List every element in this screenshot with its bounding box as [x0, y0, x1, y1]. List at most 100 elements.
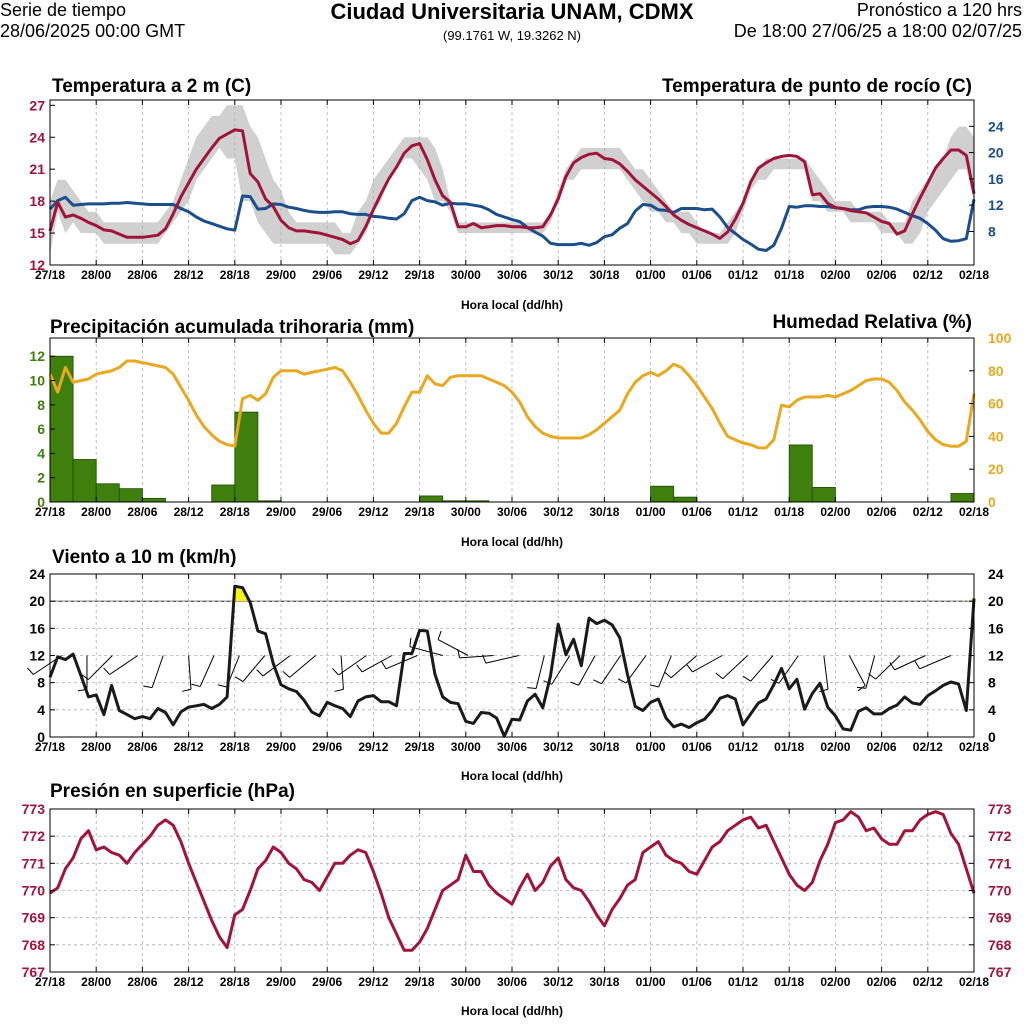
wind-xlabel: Hora local (dd/hh) — [461, 769, 563, 783]
x-tick-label: 28/00 — [81, 975, 111, 989]
temperature-panel: Temperatura a 2 m (C) Temperatura de pun… — [29, 76, 1003, 312]
x-tick-label: 28/12 — [174, 740, 204, 754]
x-tick-label: 01/06 — [682, 975, 712, 989]
precipitation-bar — [141, 497, 166, 503]
x-tick-label: 30/18 — [589, 740, 619, 754]
temperature-spread-band — [50, 105, 974, 255]
wind-barb — [848, 655, 866, 686]
wind-barb — [109, 655, 139, 675]
wind-barb-flag — [570, 681, 579, 686]
precipitation-bar — [72, 459, 97, 503]
wind-barb-flag — [649, 684, 659, 688]
wind-barb-flag — [527, 687, 537, 689]
wind-barb-flag — [409, 637, 412, 647]
x-tick-label: 28/18 — [220, 740, 250, 754]
x-tick-label: 30/12 — [543, 975, 573, 989]
x-tick-label: 30/00 — [451, 740, 481, 754]
wind-panel: Viento a 10 m (km/h) 27/18 28/00 28/06 28/1… — [26, 547, 1004, 783]
y-tick-label-left: 24 — [29, 129, 45, 145]
wind-barb — [823, 655, 829, 690]
wind-barb-flag — [282, 670, 290, 678]
wind-speed-line — [48, 584, 976, 738]
x-tick-label: 30/12 — [543, 505, 573, 519]
x-tick-label: 30/06 — [497, 740, 527, 754]
x-tick-label: 30/18 — [589, 505, 619, 519]
x-tick-label: 01/18 — [774, 975, 804, 989]
x-tick-label: 27/18 — [35, 975, 65, 989]
wind-barb — [485, 655, 520, 664]
precipitation-bar — [811, 487, 836, 503]
x-tick-label: 01/06 — [682, 505, 712, 519]
x-tick-label: 29/18 — [405, 505, 435, 519]
y-tick-label-left: 770 — [22, 883, 46, 899]
y-tick-label-left: 12 — [29, 348, 45, 364]
x-tick-label: 01/12 — [728, 268, 758, 282]
x-tick-label: 01/00 — [636, 268, 666, 282]
header-right: Pronóstico a 120 hrs De 18:00 27/06/25 a… — [734, 0, 1022, 42]
x-tick-label: 28/06 — [127, 268, 157, 282]
dewpoint-line — [48, 194, 976, 252]
x-tick-label: 30/18 — [589, 975, 619, 989]
y-tick-label-right: 4 — [988, 702, 996, 718]
forecast-period: De 18:00 27/06/25 a 18:00 02/07/25 — [733, 21, 1022, 41]
x-tick-label: 02/12 — [913, 740, 943, 754]
x-tick-label: 28/18 — [220, 268, 250, 282]
wind-barb-flag — [437, 630, 442, 640]
y-tick-label-left: 2 — [37, 470, 45, 486]
y-tick-label-left: 4 — [37, 702, 45, 718]
precipitation-panel: Precipitación acumulada trihoraria (mm) … — [29, 312, 1011, 549]
temperature-title: Temperatura a 2 m (C) — [52, 76, 251, 97]
wind-barb-flag — [191, 683, 201, 688]
wind-barb-flag — [235, 676, 244, 682]
y-tick-label-left: 12 — [29, 257, 45, 273]
x-tick-label: 30/12 — [543, 268, 573, 282]
y-tick-label-right: 12 — [988, 197, 1004, 213]
y-tick-label-left: 767 — [22, 964, 46, 980]
precipitation-xlabel: Hora local (dd/hh) — [461, 535, 563, 549]
x-tick-label: 02/12 — [913, 975, 943, 989]
x-tick-label: 02/06 — [867, 505, 897, 519]
x-tick-label: 01/00 — [636, 505, 666, 519]
x-tick-label: 27/18 — [35, 268, 65, 282]
wind-barb-flag — [332, 668, 339, 676]
y-tick-label-left: 4 — [37, 445, 45, 461]
precipitation-bar — [211, 484, 236, 503]
wind-barb-flag — [457, 648, 461, 658]
x-tick-label: 01/12 — [728, 505, 758, 519]
x-tick-label: 28/18 — [220, 975, 250, 989]
x-tick-label: 29/18 — [405, 268, 435, 282]
pressure-panel: Presión en superficie (hPa) 27/18 28/00 28… — [22, 781, 1012, 1018]
y-tick-label-left: 24 — [29, 566, 45, 582]
x-tick-label: 28/12 — [174, 975, 204, 989]
wind-barb — [199, 655, 215, 687]
wind-barb-flag — [356, 664, 363, 673]
x-tick-label: 01/12 — [728, 740, 758, 754]
wind-barb-flag — [742, 675, 751, 682]
y-tick-label-right: 60 — [988, 396, 1004, 412]
wind-barb — [692, 655, 723, 673]
y-tick-label-right: 773 — [988, 801, 1012, 817]
y-tick-label-left: 0 — [37, 494, 45, 510]
wind-barb — [361, 655, 393, 673]
y-tick-label-right: 12 — [988, 648, 1004, 664]
wind-barb-flag — [856, 686, 866, 689]
precipitation-bar — [118, 488, 143, 503]
x-tick-label: 29/00 — [266, 740, 296, 754]
x-tick-label: 01/00 — [636, 975, 666, 989]
x-tick-label: 01/00 — [636, 740, 666, 754]
series-label: Serie de tiempo — [0, 0, 127, 20]
precipitation-bar — [673, 496, 698, 503]
y-tick-label-right: 24 — [988, 118, 1004, 134]
wind-barb-flag — [868, 673, 876, 680]
x-tick-label: 29/06 — [312, 740, 342, 754]
wind-barb — [289, 655, 316, 678]
forecast-length: Pronóstico a 120 hrs — [856, 0, 1022, 20]
x-tick-label: 02/06 — [867, 975, 897, 989]
x-tick-label: 29/18 — [405, 740, 435, 754]
y-tick-label-left: 0 — [37, 729, 45, 745]
precipitation-bar — [95, 483, 120, 503]
precipitation-bar — [650, 485, 675, 503]
wind-barb — [658, 655, 672, 688]
y-tick-label-right: 768 — [988, 937, 1012, 953]
